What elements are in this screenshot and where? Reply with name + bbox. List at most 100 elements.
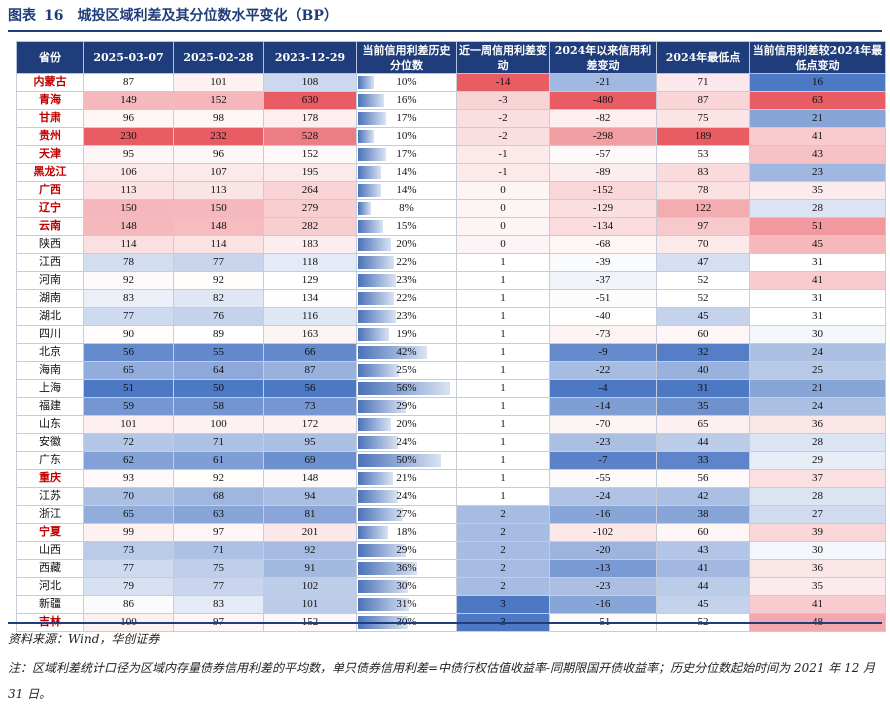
low-2024-cell: 33 bbox=[656, 451, 750, 470]
week-change-cell: 2 bbox=[456, 577, 550, 596]
spread-2025-03-07-cell: 77 bbox=[83, 559, 174, 578]
vs-low-cell: 28 bbox=[749, 199, 886, 218]
percentile-value: 10% bbox=[396, 130, 417, 142]
spread-2025-03-07-cell: 148 bbox=[83, 217, 174, 236]
percentile-bar bbox=[358, 382, 451, 395]
percentile-bar bbox=[358, 544, 406, 557]
percentile-cell: 36% bbox=[356, 559, 457, 578]
spread-2025-02-28-cell: 71 bbox=[173, 541, 264, 560]
spread-2025-03-07-cell: 73 bbox=[83, 541, 174, 560]
percentile-cell: 21% bbox=[356, 469, 457, 488]
percentile-value: 42% bbox=[396, 346, 417, 358]
ytd-change-cell: -70 bbox=[549, 415, 657, 434]
spread-2025-03-07-cell: 65 bbox=[83, 361, 174, 380]
ytd-change-cell: -20 bbox=[549, 541, 657, 560]
vs-low-cell: 36 bbox=[749, 415, 886, 434]
percentile-cell: 20% bbox=[356, 235, 457, 254]
vs-low-cell: 41 bbox=[749, 595, 886, 614]
percentile-bar bbox=[358, 328, 390, 341]
spread-2025-03-07-cell: 96 bbox=[83, 109, 174, 128]
col-header-percentile: 当前信用利差历史分位数 bbox=[356, 41, 457, 74]
spread-2025-02-28-cell: 77 bbox=[173, 577, 264, 596]
province-cell: 江苏 bbox=[16, 487, 84, 506]
col-header-2024-low: 2024年最低点 bbox=[656, 41, 750, 74]
percentile-cell: 14% bbox=[356, 181, 457, 200]
percentile-value: 17% bbox=[396, 148, 417, 160]
spread-2025-02-28-cell: 61 bbox=[173, 451, 264, 470]
vs-low-cell: 21 bbox=[749, 109, 886, 128]
footer-rule bbox=[8, 622, 882, 624]
spread-2025-03-07-cell: 86 bbox=[83, 595, 174, 614]
spread-2023-12-29-cell: 172 bbox=[263, 415, 357, 434]
spread-2023-12-29-cell: 178 bbox=[263, 109, 357, 128]
province-cell: 广东 bbox=[16, 451, 84, 470]
week-change-cell: 2 bbox=[456, 505, 550, 524]
percentile-cell: 50% bbox=[356, 451, 457, 470]
spread-2025-03-07-cell: 59 bbox=[83, 397, 174, 416]
vs-low-cell: 27 bbox=[749, 505, 886, 524]
spread-2025-03-07-cell: 87 bbox=[83, 73, 174, 92]
percentile-cell: 22% bbox=[356, 253, 457, 272]
percentile-cell: 31% bbox=[356, 595, 457, 614]
low-2024-cell: 53 bbox=[656, 145, 750, 164]
spread-2023-12-29-cell: 116 bbox=[263, 307, 357, 326]
province-cell: 黑龙江 bbox=[16, 163, 84, 182]
table-row: 内蒙古 87 101 108 10% -14 -21 71 16 bbox=[16, 73, 886, 92]
percentile-cell: 25% bbox=[356, 361, 457, 380]
low-2024-cell: 75 bbox=[656, 109, 750, 128]
spread-2023-12-29-cell: 630 bbox=[263, 91, 357, 110]
spread-2025-02-28-cell: 63 bbox=[173, 505, 264, 524]
low-2024-cell: 41 bbox=[656, 559, 750, 578]
table-body: 内蒙古 87 101 108 10% -14 -21 71 16 青海 149 152 630 16% -3… bbox=[16, 73, 886, 632]
week-change-cell: 0 bbox=[456, 217, 550, 236]
province-cell: 青海 bbox=[16, 91, 84, 110]
province-cell: 西藏 bbox=[16, 559, 84, 578]
percentile-bar bbox=[358, 454, 441, 467]
percentile-bar bbox=[358, 76, 375, 89]
ytd-change-cell: -9 bbox=[549, 343, 657, 362]
table-row: 山东 101 100 172 20% 1 -70 65 36 bbox=[16, 415, 886, 434]
percentile-bar bbox=[358, 130, 375, 143]
low-2024-cell: 87 bbox=[656, 91, 750, 110]
province-cell: 湖南 bbox=[16, 289, 84, 308]
province-cell: 安徽 bbox=[16, 433, 84, 452]
province-cell: 陕西 bbox=[16, 235, 84, 254]
table-row: 西藏 77 75 91 36% 2 -13 41 36 bbox=[16, 559, 886, 578]
spread-2025-02-28-cell: 71 bbox=[173, 433, 264, 452]
ytd-change-cell: -51 bbox=[549, 289, 657, 308]
figure-title: 图表 16 城投区域利差及其分位数水平变化（BP） bbox=[8, 5, 338, 27]
percentile-cell: 22% bbox=[356, 289, 457, 308]
week-change-cell: 1 bbox=[456, 379, 550, 398]
percentile-bar bbox=[358, 148, 387, 161]
spread-2025-02-28-cell: 64 bbox=[173, 361, 264, 380]
percentile-bar bbox=[358, 364, 400, 377]
percentile-value: 56% bbox=[396, 382, 417, 394]
percentile-value: 23% bbox=[396, 310, 417, 322]
low-2024-cell: 35 bbox=[656, 397, 750, 416]
week-change-cell: -2 bbox=[456, 109, 550, 128]
vs-low-cell: 30 bbox=[749, 541, 886, 560]
ytd-change-cell: -55 bbox=[549, 469, 657, 488]
table-row: 重庆 93 92 148 21% 1 -55 56 37 bbox=[16, 469, 886, 488]
percentile-cell: 18% bbox=[356, 523, 457, 542]
ytd-change-cell: -37 bbox=[549, 271, 657, 290]
ytd-change-cell: -129 bbox=[549, 199, 657, 218]
spread-2025-03-07-cell: 79 bbox=[83, 577, 174, 596]
low-2024-cell: 32 bbox=[656, 343, 750, 362]
spread-2023-12-29-cell: 92 bbox=[263, 541, 357, 560]
vs-low-cell: 35 bbox=[749, 181, 886, 200]
percentile-cell: 10% bbox=[356, 127, 457, 146]
week-change-cell: -14 bbox=[456, 73, 550, 92]
percentile-value: 29% bbox=[396, 544, 417, 556]
percentile-bar bbox=[358, 94, 385, 107]
week-change-cell: 0 bbox=[456, 199, 550, 218]
percentile-value: 10% bbox=[396, 76, 417, 88]
spread-2025-03-07-cell: 113 bbox=[83, 181, 174, 200]
spread-2023-12-29-cell: 101 bbox=[263, 595, 357, 614]
percentile-value: 21% bbox=[396, 472, 417, 484]
spread-2023-12-29-cell: 129 bbox=[263, 271, 357, 290]
vs-low-cell: 35 bbox=[749, 577, 886, 596]
vs-low-cell: 41 bbox=[749, 127, 886, 146]
low-2024-cell: 189 bbox=[656, 127, 750, 146]
ytd-change-cell: -39 bbox=[549, 253, 657, 272]
